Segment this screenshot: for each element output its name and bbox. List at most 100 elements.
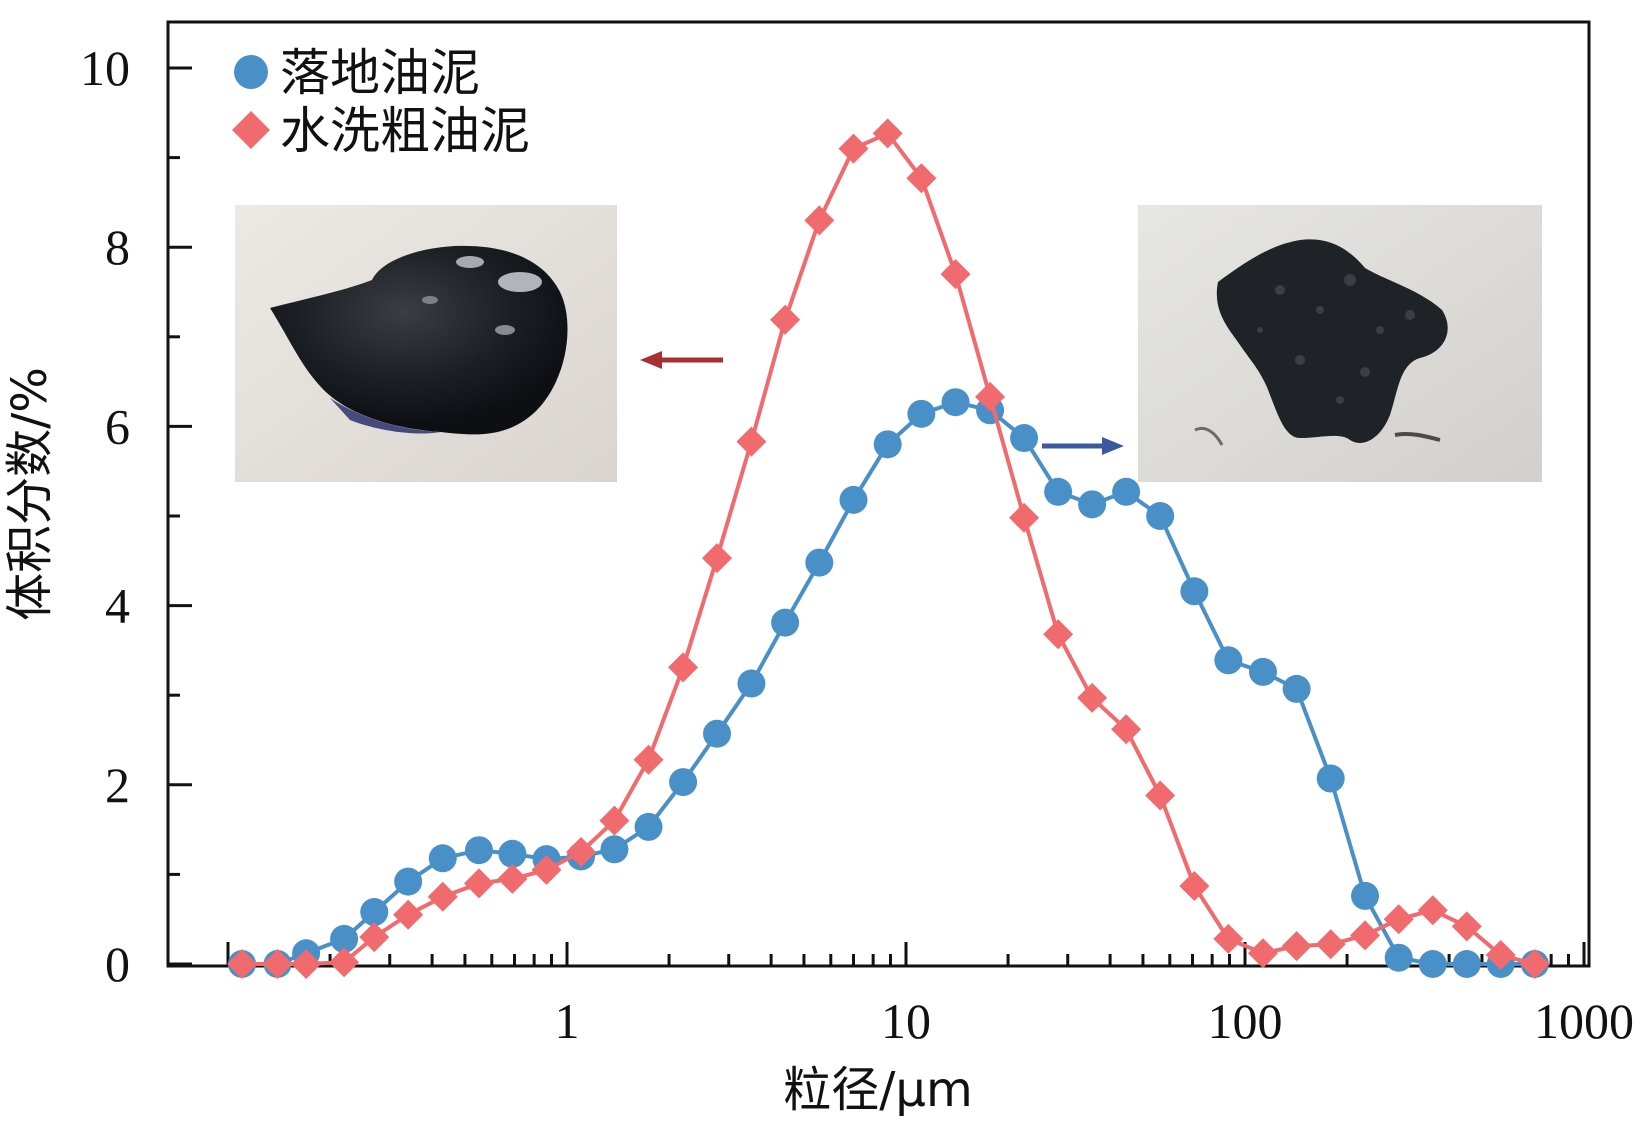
data-point-diamond [393,899,424,930]
legend-marker-diamond [232,111,270,149]
arrow-left-red [640,351,723,369]
data-point-circle [703,719,732,748]
data-point-diamond [291,949,322,979]
x-tick-label: 1000 [1534,993,1634,1049]
data-point-circle [498,839,527,868]
data-point-circle [330,924,359,953]
data-point-diamond [804,205,835,236]
data-point-diamond [1519,949,1550,979]
data-point-diamond [1485,940,1516,971]
data-point-circle [873,430,902,459]
data-point-diamond [838,133,869,164]
arrow-right-blue [1042,437,1124,455]
data-point-diamond [463,868,494,899]
data-point-circle [1146,502,1175,530]
y-tick-label: 8 [105,219,130,275]
data-point-circle [1316,764,1345,793]
data-point-diamond [1009,502,1040,533]
data-point-circle [1351,881,1380,910]
x-axis-ticks [226,942,1586,966]
y-tick-label: 0 [105,936,130,992]
data-point-diamond [1179,871,1210,902]
x-tick-label: 100 [1208,993,1283,1049]
data-point-diamond [940,259,971,290]
inset-photo-left [235,205,617,482]
inset-photo-right [1138,205,1542,482]
plot-frame [166,20,1591,968]
y-tick-label: 4 [105,578,130,634]
data-point-circle [600,835,629,864]
data-point-circle [1078,490,1107,519]
data-point-diamond [599,805,630,836]
series-line [242,400,1535,966]
data-point-diamond [1247,938,1278,969]
data-point-diamond [975,381,1006,412]
y-axis-tick-labels: 0 2 4 6 8 10 [80,40,130,992]
legend-item-series-1: 落地油泥 [234,44,480,102]
x-tick-label: 1 [555,993,580,1049]
y-tick-label: 10 [80,40,130,96]
data-point-diamond [1043,619,1074,650]
data-point-circle [669,768,698,797]
data-point-circle [464,836,493,865]
data-point-circle [737,669,766,698]
y-axis-title: 体积分数/% [2,367,58,621]
data-point-diamond [1213,923,1244,954]
data-point-diamond [227,949,258,979]
data-point-circle [805,548,834,577]
data-point-diamond [1417,895,1448,926]
data-point-diamond [1315,929,1346,960]
x-axis-title: 粒径/μm [783,1062,972,1118]
data-point-diamond [668,652,699,683]
data-point-diamond [906,163,937,194]
data-point-diamond [1350,920,1381,951]
data-point-circle [771,608,800,637]
data-point-diamond [1281,931,1312,962]
y-axis-ticks [168,66,192,966]
legend-item-series-2: 水洗粗油泥 [232,102,530,160]
data-point-diamond [633,744,664,775]
data-point-diamond [770,304,801,335]
data-point-circle [1010,424,1039,453]
legend-label-series-2: 水洗粗油泥 [280,102,530,160]
y-tick-label: 6 [105,398,130,454]
data-point-diamond [262,949,293,979]
data-point-diamond [359,922,390,953]
data-point-circle [394,867,423,896]
legend-label-series-1: 落地油泥 [280,44,480,102]
data-point-circle [1248,657,1277,686]
data-point-diamond [1383,904,1414,935]
data-point-circle [1384,943,1413,972]
data-point-circle [1044,477,1073,506]
x-axis-tick-labels: 1 10 100 1000 [555,993,1635,1049]
data-point-circle [634,812,663,841]
data-point-diamond [566,837,597,867]
data-point-circle [1180,577,1209,606]
legend-marker-circle [234,55,268,89]
series-layer [227,118,1550,979]
data-point-circle [428,844,457,873]
data-point-circle [839,485,868,514]
series-2 [227,118,1550,979]
data-point-diamond [427,881,458,912]
x-tick-label: 10 [881,993,931,1049]
data-point-circle [941,388,970,417]
y-tick-label: 2 [105,757,130,813]
data-point-diamond [497,863,528,894]
data-point-circle [1418,950,1447,978]
data-point-circle [907,399,936,428]
data-point-diamond [702,543,733,574]
data-point-diamond [531,854,562,885]
legend: 落地油泥 水洗粗油泥 [232,44,530,160]
data-point-diamond [736,426,767,457]
data-point-diamond [1451,911,1482,942]
data-point-circle [1282,674,1311,703]
data-point-circle [360,898,389,927]
data-point-diamond [872,118,903,149]
data-point-diamond [1145,780,1176,811]
data-point-diamond [1077,682,1108,713]
data-point-circle [1112,477,1141,506]
data-point-diamond [1111,714,1142,745]
data-point-circle [1214,646,1243,675]
